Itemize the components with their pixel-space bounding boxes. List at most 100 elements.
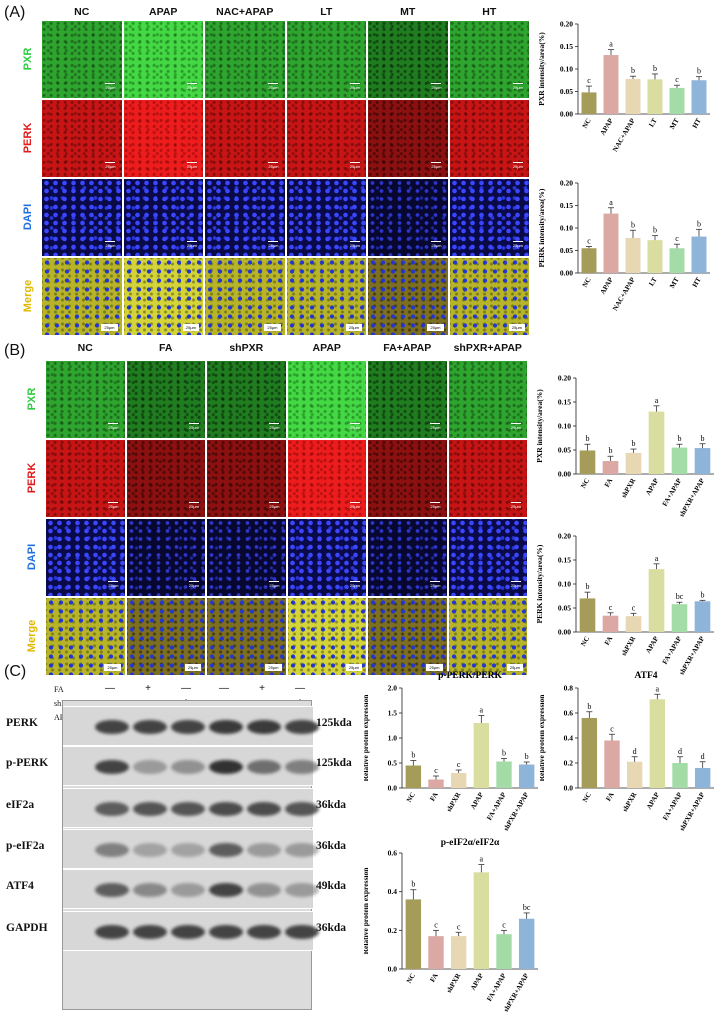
protein-band (95, 843, 129, 857)
bar (649, 699, 666, 788)
protein-band (285, 720, 319, 734)
bar (647, 79, 663, 114)
scale-bar-label: 25μm (186, 85, 197, 90)
protein-band (171, 925, 205, 939)
a-tile: 25μm (285, 99, 367, 178)
molecular-weight: 36kda (316, 799, 347, 811)
scale-bar-label: 25μm (265, 664, 282, 671)
y-tick-label: 0.20 (560, 20, 573, 29)
x-tick-label: NAC+APAP (611, 116, 637, 153)
western-blot (62, 700, 319, 1010)
b-col-label: FA (159, 342, 173, 354)
y-tick-label: 0.05 (560, 87, 573, 96)
scale-bar-label: 25μm (188, 583, 199, 588)
protein-band (209, 925, 243, 939)
protein-band (247, 760, 281, 774)
protein-band (247, 720, 281, 734)
protein-band (171, 883, 205, 897)
y-tick-label: 1.5 (388, 709, 398, 718)
scale-bar-label: 25μm (269, 583, 280, 588)
b-col-label: APAP (312, 342, 341, 354)
scale-bar-label: 25μm (430, 425, 441, 430)
protein-band (209, 883, 243, 897)
scale-bar-label: 25μm (349, 243, 360, 248)
protein-band (209, 760, 243, 774)
b-tile: 25μm (45, 597, 126, 676)
blot-row (63, 706, 319, 746)
y-tick-label: 0.00 (560, 110, 573, 119)
scale-bar-label: 25μm (349, 85, 360, 90)
protein-band (171, 843, 205, 857)
protein-band (133, 883, 167, 897)
protein-band (285, 760, 319, 774)
significance-letter: c (457, 760, 461, 769)
x-tick-label: NAC+APAP (611, 275, 637, 312)
bar (581, 248, 597, 273)
scale-bar-label: 25μm (431, 85, 442, 90)
protein-band (285, 883, 319, 897)
bar (581, 92, 597, 114)
protein-name: p-PERK (6, 757, 49, 769)
y-tick-label: 0.6 (564, 709, 574, 718)
y-tick-label: 0.20 (558, 374, 571, 383)
significance-letter: c (457, 922, 461, 931)
significance-letter: bc (523, 903, 531, 912)
y-tick-label: 1.0 (388, 734, 398, 743)
significance-letter: b (525, 752, 529, 761)
significance-letter: b (701, 434, 705, 443)
bar (694, 768, 711, 788)
bar (579, 450, 596, 474)
significance-letter: b (697, 219, 701, 228)
a-row-label: Merge (22, 279, 34, 312)
protein-band (209, 720, 243, 734)
bar-chart-c-atf4: ATF4 Relative protein expression 0.0 0.2 0.4… (540, 671, 714, 832)
significance-letter: b (653, 64, 657, 73)
significance-letter: a (480, 855, 484, 864)
significance-letter: b (697, 67, 701, 76)
significance-letter: a (656, 684, 660, 693)
y-tick-label: 0.05 (558, 604, 571, 613)
scale-bar-label: 25μm (510, 583, 521, 588)
a-tile: 25μm (367, 20, 449, 99)
b-tile: 25μm (286, 360, 367, 439)
a-tile: 25μm (41, 20, 123, 99)
a-tile: 25μm (367, 257, 449, 336)
significance-letter: c (587, 76, 591, 85)
scale-bar-label: 25μm (349, 504, 360, 509)
scale-bar-label: 25μm (186, 243, 197, 248)
molecular-weight: 49kda (316, 880, 347, 892)
bar (602, 461, 619, 474)
scale-bar-label: 25μm (105, 85, 116, 90)
bar (671, 447, 688, 474)
scale-bar-label: 25μm (182, 324, 199, 331)
bar (691, 80, 707, 114)
significance-letter: a (480, 706, 484, 715)
y-tick-label: 0.2 (564, 759, 574, 768)
x-tick-label: FA+APAP (485, 790, 508, 821)
significance-letter: a (655, 396, 659, 405)
bar (625, 452, 642, 474)
bar (496, 934, 512, 969)
protein-name: ATF4 (6, 880, 34, 892)
scale-bar-label: 25μm (264, 324, 281, 331)
bar (405, 899, 422, 969)
bar (603, 55, 619, 114)
b-tile: 25μm (447, 597, 528, 676)
significance-letter: b (609, 446, 613, 455)
significance-letter: b (586, 434, 590, 443)
scale-bar-label: 25μm (349, 583, 360, 588)
y-tick-label: 0.15 (560, 42, 573, 51)
b-col-label: shPXR+APAP (453, 342, 522, 354)
b-tile: 25μm (125, 439, 206, 518)
a-tile: 25μm (122, 20, 204, 99)
b-row-label: PXR (26, 387, 38, 410)
y-tick-label: 0.05 (560, 246, 573, 255)
bar (625, 237, 641, 273)
y-tick-label: 0.05 (558, 446, 571, 455)
significance-letter: b (411, 880, 415, 889)
protein-band (247, 883, 281, 897)
molecular-weight: 36kda (316, 922, 347, 934)
a-tile: 25μm (448, 20, 530, 99)
blot-row (63, 746, 319, 786)
x-tick-label: HT (691, 276, 703, 289)
